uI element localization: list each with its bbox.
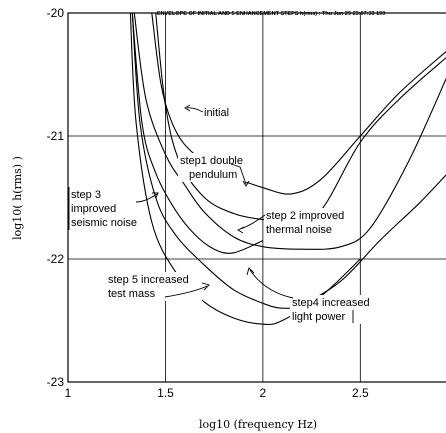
arrow-step2-head: [237, 226, 245, 234]
annotation-step3-line2: improved: [71, 203, 116, 215]
annotation-layer: initial step1 double pendulum step 2 imp…: [68, 107, 380, 324]
arrow-step3: [135, 193, 158, 203]
arrow-step1: [230, 163, 247, 185]
annotation-step5-line2: test mass: [108, 288, 156, 300]
y-tick-label-2: -22: [47, 252, 65, 266]
annotation-step5-line1: step 5 increased: [108, 274, 189, 286]
annotation-step1-line2: pendulum: [189, 169, 237, 181]
annotation-step4-line1: step4 increased: [292, 297, 370, 309]
grid-layer: [68, 13, 446, 382]
annotation-step4-line2: light power: [292, 311, 346, 323]
y-tick-label-1: -21: [47, 129, 65, 143]
x-tick-labels: 1 1.5 2 2.5: [65, 386, 369, 400]
y-tick-label-0: -20: [47, 6, 65, 20]
y-tick-label-3: -23: [47, 375, 65, 389]
x-tick-label-1: 1.5: [157, 386, 174, 400]
chart-header: ENVELOPE OF INITIAL AND 5 ENHANCEMENT ST…: [157, 11, 385, 17]
arrow-initial-head: [184, 104, 191, 112]
arrow-step1-head: [242, 180, 250, 187]
annotation-initial: initial: [204, 107, 229, 119]
annotation-step3-line1: step 3: [71, 189, 101, 201]
annotation-step2-line2: thermal noise: [266, 224, 332, 236]
annotation-step3-bg: [69, 187, 137, 230]
plot-frame: [67, 12, 446, 383]
arrow-step5-head: [201, 282, 210, 291]
x-tick-label-3: 2.5: [352, 386, 369, 400]
series-line-2: [133, 12, 446, 250]
series-line-0: [151, 12, 446, 195]
annotation-step1-bg: [178, 153, 260, 182]
series-line-1: [155, 12, 446, 224]
annotation-step4-bg: [290, 295, 380, 324]
y-axis-title: log10( h(rms) ): [11, 156, 24, 240]
arrow-step3-head: [152, 192, 159, 199]
annotation-step2-bg: [264, 208, 359, 237]
arrow-step4: [249, 269, 294, 299]
series-line-3: [131, 12, 264, 254]
annotation-step3-line3: seismic noise: [71, 217, 137, 229]
series-line-4: [131, 12, 446, 309]
x-axis-title: log10 (frequency Hz): [199, 418, 317, 431]
arrow-step4-head: [246, 267, 255, 276]
annotation-step2-line1: step 2 improved: [266, 210, 344, 222]
arrow-initial: [186, 107, 204, 113]
x-tick-label-0: 1: [65, 386, 72, 400]
y-tick-labels: -20 -21 -22 -23: [47, 6, 65, 389]
annotation-step1-line1: step1 double: [180, 155, 243, 167]
annotation-arrows: [135, 104, 294, 299]
annotation-step5-bg: [106, 272, 202, 301]
arrow-step5: [164, 285, 208, 298]
x-tick-label-2: 2: [260, 386, 267, 400]
